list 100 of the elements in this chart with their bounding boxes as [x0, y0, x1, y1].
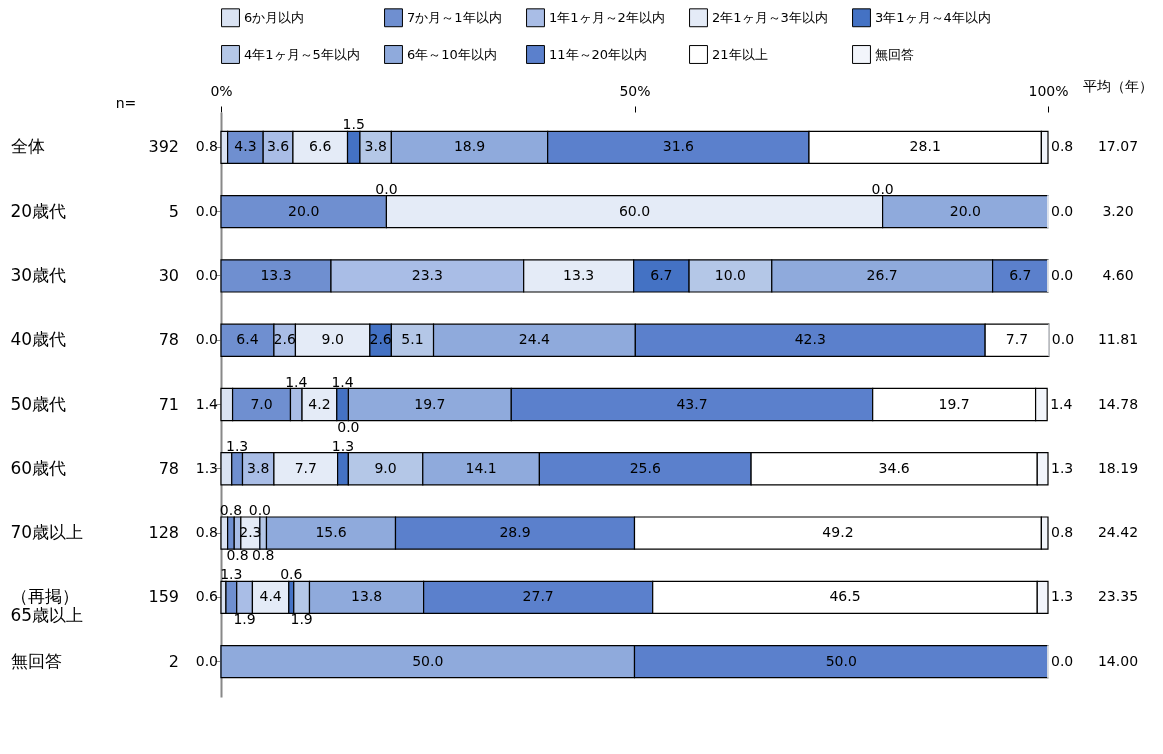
- data-label: 15.6: [315, 524, 347, 541]
- data-label: 23.3: [411, 266, 443, 283]
- data-label: 1.3: [1051, 459, 1074, 476]
- data-label: 3.8: [247, 459, 270, 476]
- data-label: 34.6: [878, 459, 910, 476]
- data-label: 50.0: [825, 652, 857, 669]
- data-label: 1.4: [285, 373, 308, 390]
- y-tick-label: 全体: [10, 136, 45, 157]
- data-label: 0.0: [1051, 202, 1074, 219]
- data-label: 9.0: [374, 459, 397, 476]
- data-label: 0.8: [195, 524, 218, 541]
- data-label: 0.0: [195, 202, 218, 219]
- data-label: 24.4: [518, 331, 551, 348]
- data-label: 7.7: [294, 459, 317, 476]
- data-label: 0.0: [195, 331, 218, 348]
- text: 11.81: [1097, 331, 1139, 348]
- y-tick-label: 60歳代: [10, 457, 67, 478]
- data-label: 0.0: [375, 180, 398, 197]
- legend-label: 7か月～1年以内: [407, 9, 502, 25]
- y-tick-label: （再掲） 65歳以上: [10, 586, 84, 626]
- y-tick-label: 50歳代: [10, 393, 67, 414]
- legend-label: 2年1ヶ月～3年以内: [712, 9, 828, 25]
- data-label: 13.3: [260, 266, 292, 283]
- text: 4.60: [1102, 266, 1134, 283]
- data-label: 9.0: [321, 331, 344, 348]
- text: 14.78: [1097, 395, 1139, 412]
- data-label: 14.1: [465, 459, 497, 476]
- data-label: 0.8: [226, 547, 249, 564]
- legend-label: 無回答: [875, 46, 914, 62]
- data-label: 25.6: [629, 459, 661, 476]
- data-label: 4.3: [234, 138, 257, 155]
- data-label: 1.3: [195, 459, 218, 476]
- text: 30: [158, 265, 179, 285]
- data-label: 0.0: [871, 180, 894, 197]
- data-label: 28.1: [909, 138, 941, 155]
- data-label: 0.0: [1051, 652, 1074, 669]
- text: 3.20: [1102, 202, 1134, 219]
- data-label: 1.3: [225, 437, 249, 454]
- data-label: 7.0: [250, 395, 273, 412]
- data-label: 0.0: [1051, 331, 1075, 348]
- x-tick-label: 100%: [1028, 82, 1069, 99]
- data-label: 0.0: [337, 418, 360, 435]
- data-label: 31.6: [662, 138, 695, 155]
- data-label: 6.6: [309, 138, 332, 155]
- data-label: 19.7: [414, 395, 446, 412]
- data-label: 4.2: [308, 395, 331, 412]
- data-label: 27.7: [522, 588, 554, 605]
- data-label: 3.6: [266, 138, 290, 155]
- data-label: 6.4: [236, 331, 259, 348]
- y-tick-label: 20歳代: [10, 200, 67, 221]
- data-label: 26.7: [866, 266, 898, 283]
- legend-label: 4年1ヶ月～5年以内: [244, 46, 360, 62]
- data-label: 20.0: [949, 202, 981, 219]
- data-label: 0.8: [1051, 524, 1074, 541]
- data-label: 1.3: [331, 437, 355, 454]
- data-label: 42.3: [794, 331, 826, 348]
- data-label: 1.9: [290, 611, 313, 628]
- data-label: 1.3: [220, 566, 243, 583]
- y-tick-label: 30歳代: [10, 264, 67, 285]
- text: 159: [148, 587, 179, 607]
- data-label: 0.6: [195, 588, 219, 605]
- data-label: 1.9: [233, 611, 256, 628]
- data-label: 6.7: [650, 266, 673, 283]
- text: 71: [158, 394, 179, 414]
- data-label: 0.8: [1051, 138, 1074, 155]
- text: 平均（年）: [1083, 78, 1153, 94]
- y-tick-label: 40歳代: [10, 329, 67, 350]
- text: 78: [158, 458, 179, 478]
- data-label: 5.1: [401, 331, 424, 348]
- text: 14.00: [1097, 652, 1139, 669]
- data-label: 1.4: [1050, 395, 1073, 412]
- data-label: 0.0: [248, 502, 271, 519]
- data-label: 0.8: [252, 547, 275, 564]
- data-label: 7.7: [1005, 331, 1029, 348]
- data-label: 1.3: [1051, 588, 1074, 605]
- legend-label: 3年1ヶ月～4年以内: [875, 9, 991, 25]
- data-label: 13.8: [350, 588, 383, 605]
- data-label: 4.4: [259, 588, 282, 605]
- legend-label: 6年～10年以内: [407, 46, 497, 62]
- text: 128: [148, 523, 179, 543]
- data-label: 0.0: [195, 652, 218, 669]
- data-label: 28.9: [499, 524, 531, 541]
- legend-label: 11年～20年以内: [549, 46, 648, 62]
- data-label: 46.5: [829, 588, 861, 605]
- data-label: 1.4: [331, 373, 354, 390]
- text: 18.19: [1097, 459, 1139, 476]
- data-label: 49.2: [822, 524, 854, 541]
- data-label: 1.4: [195, 395, 219, 412]
- data-label: 19.7: [938, 395, 970, 412]
- data-label: 13.3: [563, 266, 595, 283]
- data-label: 0.0: [1051, 266, 1074, 283]
- data-label: 20.0: [288, 202, 320, 219]
- data-label: 18.9: [453, 138, 486, 155]
- y-tick-label: 無回答: [10, 650, 62, 671]
- data-label: 43.7: [676, 395, 708, 412]
- text: n=: [115, 95, 137, 111]
- data-label: 1.5: [342, 116, 365, 133]
- data-label: 10.0: [714, 266, 747, 283]
- data-label: 0.0: [195, 266, 218, 283]
- data-label: 0.6: [280, 566, 303, 583]
